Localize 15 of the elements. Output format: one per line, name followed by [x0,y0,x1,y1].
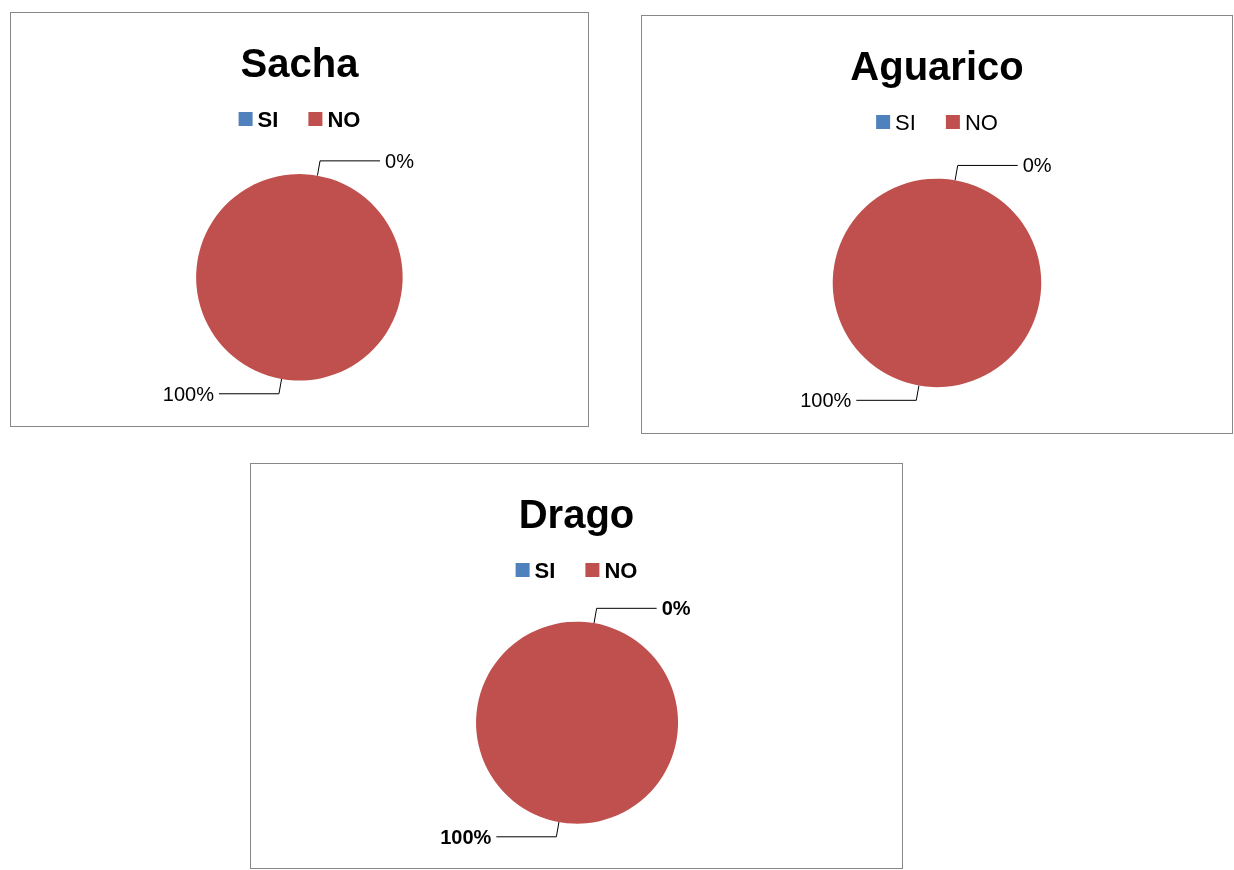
legend-label: NO [964,109,998,135]
chart-title: Aguarico [850,44,1024,88]
legend-label: SI [257,106,279,132]
data-label: 100% [800,389,852,412]
data-label: 100% [440,825,492,848]
text: 0% [1022,154,1052,177]
chart-title: Drago [518,492,635,536]
legend-label: NO [604,557,638,583]
data-label: 100% [162,382,215,405]
chart-title: Sacha [240,41,360,85]
text: 0% [385,149,414,172]
text: 0% [661,597,691,620]
legend-label: SI [895,109,916,135]
legend-label: NO [327,106,361,132]
legend-label: SI [534,557,556,583]
